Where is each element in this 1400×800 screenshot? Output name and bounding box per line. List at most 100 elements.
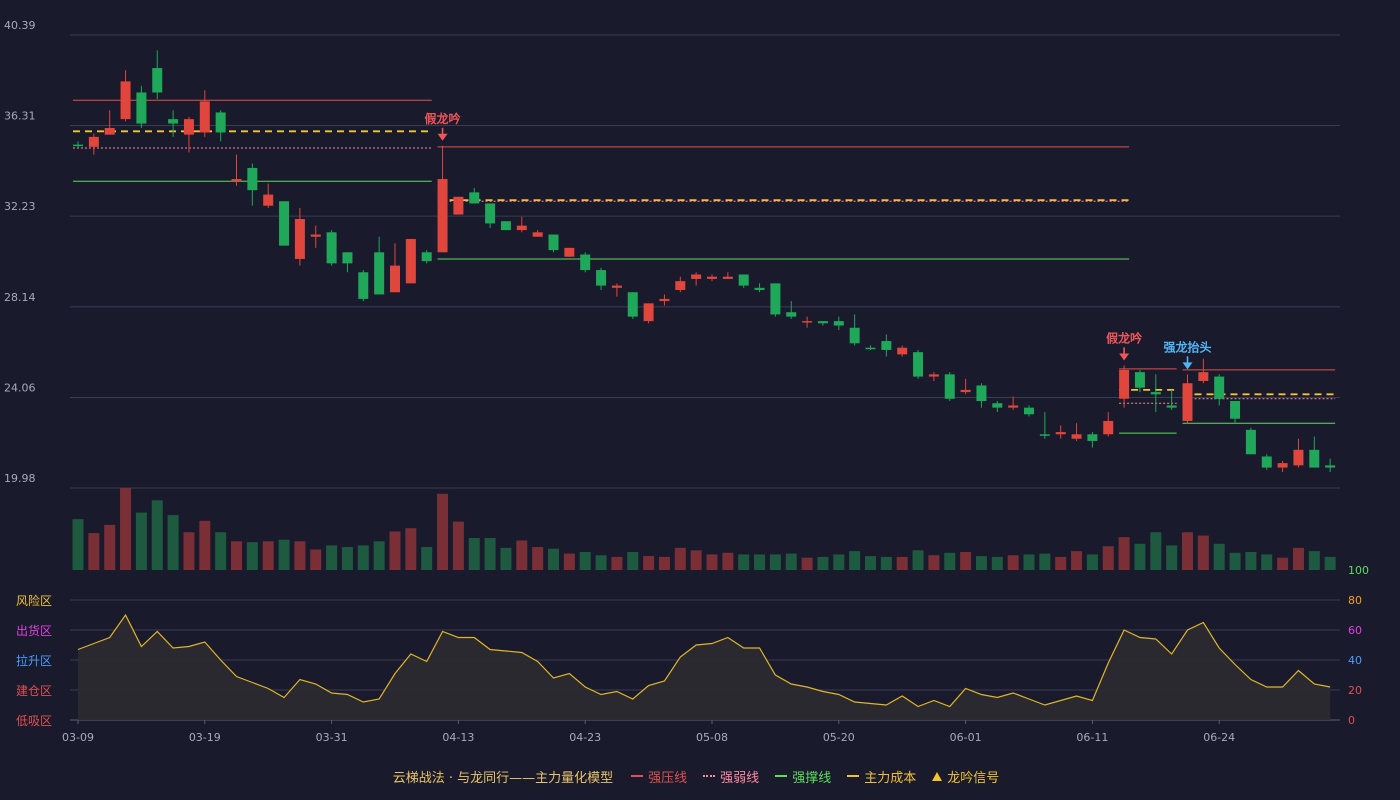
x-tick-label: 03-19: [189, 731, 221, 744]
candle-body: [960, 389, 971, 393]
x-tick-label: 04-13: [442, 731, 474, 744]
candle-body: [1039, 434, 1050, 436]
volume-bar: [1071, 551, 1083, 570]
candle-body: [168, 119, 179, 124]
volume-bar: [468, 538, 480, 570]
volume-bar: [611, 556, 623, 570]
volume-bar: [1261, 554, 1273, 570]
volume-bar: [563, 553, 575, 570]
grid-lines: [70, 34, 1340, 724]
volume-bar: [310, 549, 322, 570]
candle-body: [770, 283, 781, 315]
candle-body: [849, 327, 860, 344]
chart-legend: 云梯战法 · 与龙同行——主力量化模型 强压线 强弱线 强撑线 主力成本 龙吟信…: [0, 766, 1400, 786]
legend-item-weak[interactable]: 强弱线: [703, 767, 759, 786]
signal-label: 强龙抬头: [1163, 339, 1211, 354]
volume-bar: [246, 542, 258, 570]
volume-bar: [72, 519, 84, 570]
osc-tick-label: 0: [1348, 714, 1355, 727]
candle-body: [1134, 372, 1145, 388]
volume-bar: [88, 533, 100, 570]
volume-bar: [975, 556, 987, 570]
osc-tick-label: 80: [1348, 594, 1362, 607]
candle-body: [310, 234, 321, 237]
legend-swatch-weak: [703, 775, 716, 777]
volume-bar: [1197, 535, 1209, 570]
volume-bar: [1182, 532, 1193, 570]
x-tick-label: 03-09: [62, 731, 94, 744]
volume-bar: [1007, 555, 1019, 570]
candle-body: [1277, 463, 1288, 468]
candle-body: [485, 203, 496, 224]
oscillator-area: [78, 615, 1331, 720]
legend-label-weak: 强弱线: [720, 770, 760, 786]
legend-label-cost: 主力成本: [864, 770, 917, 786]
candle-body: [405, 238, 416, 284]
volume-bar: [548, 548, 559, 570]
candle-body: [342, 252, 353, 264]
legend-label-signal: 龙吟信号: [947, 770, 1000, 786]
candle-body: [263, 194, 274, 206]
volume-bar: [373, 541, 385, 570]
candle-body: [1261, 456, 1272, 468]
candle-body: [675, 281, 686, 291]
volume-bar: [1292, 547, 1304, 570]
arrow-down-icon: [1182, 362, 1193, 370]
volume-bar: [215, 532, 227, 570]
candle-body: [738, 274, 749, 286]
candle-body: [73, 144, 83, 147]
candle-body: [469, 192, 480, 204]
volume-bars: [72, 488, 1336, 570]
volume-bar: [341, 547, 353, 570]
y-tick-label: 28.14: [4, 291, 36, 304]
legend-item-support[interactable]: 强撑线: [775, 767, 831, 786]
volume-bar: [104, 524, 116, 570]
candle-body: [215, 112, 226, 133]
volume-bar: [833, 554, 845, 570]
candle-body: [802, 321, 813, 323]
volume-bar: [769, 554, 781, 570]
legend-item-resist[interactable]: 强压线: [631, 767, 687, 786]
candle-body: [279, 201, 290, 246]
legend-item-cost[interactable]: 主力成本: [847, 767, 916, 786]
volume-bar: [1308, 551, 1320, 570]
volume-bar: [849, 551, 861, 570]
y-tick-label: 36.31: [4, 110, 36, 123]
volume-bar: [135, 512, 147, 570]
volume-bar: [326, 545, 338, 570]
volume-bar: [1055, 556, 1067, 570]
candle-body: [294, 218, 305, 259]
volume-bar: [643, 556, 655, 570]
volume-bar: [500, 547, 512, 570]
candle-body: [136, 92, 147, 124]
arrow-down-icon: [1119, 353, 1130, 361]
zone-label: 出货区: [16, 623, 52, 638]
candle-body: [786, 312, 797, 317]
x-tick-label: 05-08: [696, 731, 728, 744]
y-tick-label: 24.06: [4, 381, 36, 394]
volume-bar: [231, 541, 242, 570]
volume-bar: [658, 556, 670, 570]
legend-swatch-support: [775, 775, 788, 777]
osc-tick-label: 40: [1348, 654, 1362, 667]
legend-label-resist: 强压线: [648, 770, 688, 786]
volume-bar: [1102, 546, 1114, 570]
volume-bar: [579, 551, 591, 570]
candle-body: [659, 298, 670, 302]
volume-bar: [801, 557, 813, 570]
candle-body: [913, 352, 924, 377]
candle-body: [1119, 369, 1130, 399]
candle-body: [88, 136, 99, 147]
volume-bar: [690, 550, 702, 570]
legend-item-signal[interactable]: 龙吟信号: [932, 767, 999, 786]
volume-bar: [516, 540, 528, 570]
osc-tick-label: 60: [1348, 624, 1362, 637]
candle-body: [611, 285, 622, 288]
candlesticks: [73, 50, 1336, 473]
candle-body: [1230, 400, 1241, 419]
volume-bar: [357, 545, 369, 570]
zone-label: 拉升区: [16, 653, 52, 668]
volume-bar: [722, 552, 734, 570]
volume-bar: [389, 531, 401, 570]
